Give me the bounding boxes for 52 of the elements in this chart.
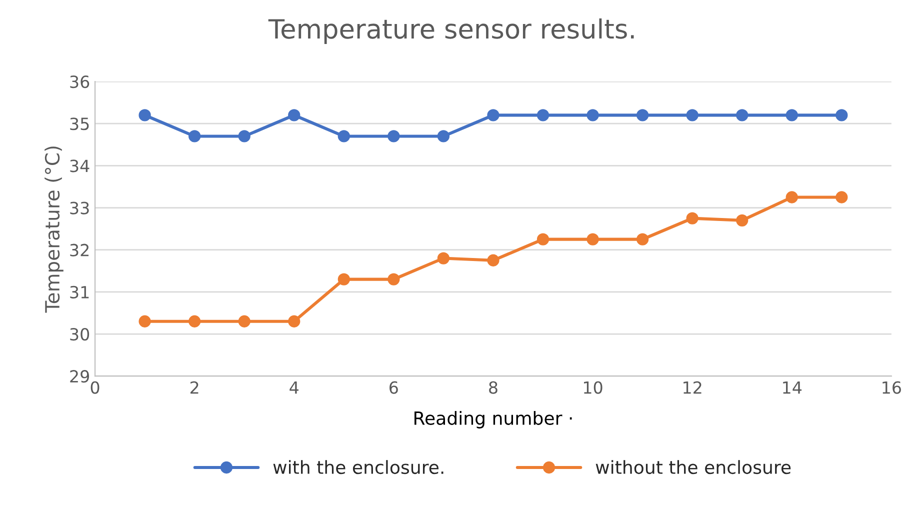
point <box>388 273 400 286</box>
x-tick-label: 4 <box>290 381 298 394</box>
point <box>188 315 201 328</box>
point <box>786 109 798 122</box>
x-tick-label: 0 <box>90 381 100 394</box>
x-tick-label: 8 <box>489 381 498 394</box>
y-axis-title: Temperature (°C) <box>44 146 64 313</box>
point <box>586 233 599 246</box>
point <box>388 130 400 142</box>
point <box>338 273 350 286</box>
point <box>536 233 550 246</box>
point <box>188 130 201 142</box>
point <box>238 130 250 142</box>
point <box>536 109 550 122</box>
x-tick-label: 14 <box>783 381 802 394</box>
y-tick-label: 29 <box>70 370 89 383</box>
point <box>736 109 748 122</box>
point <box>586 109 599 122</box>
point <box>836 191 848 204</box>
point <box>437 130 450 142</box>
x-tick-label: 10 <box>584 381 602 394</box>
x-axis-title: Reading number · <box>414 410 572 428</box>
point <box>786 191 798 204</box>
point <box>238 315 250 328</box>
point <box>736 214 748 226</box>
y-tick-label: 36 <box>70 75 90 88</box>
point <box>487 109 500 122</box>
y-tick-label: 33 <box>70 202 89 214</box>
point <box>437 252 450 264</box>
point <box>288 109 300 122</box>
y-tick-label: 34 <box>70 160 90 172</box>
point <box>636 109 649 122</box>
y-tick-label: 35 <box>70 118 89 130</box>
point <box>686 212 698 224</box>
x-tick-label: 16 <box>882 381 901 394</box>
point <box>636 233 649 246</box>
x-tick-label: 12 <box>684 381 702 394</box>
point <box>487 254 500 266</box>
point <box>836 109 848 122</box>
x-tick-label: 6 <box>390 381 398 394</box>
point <box>138 315 151 328</box>
point <box>288 315 300 328</box>
y-tick-label: 32 <box>70 244 88 256</box>
y-tick-label: 31 <box>70 286 89 298</box>
point <box>138 109 151 122</box>
y-tick-label: 30 <box>70 328 90 341</box>
legend-label: with the enclosure. <box>273 460 444 474</box>
point <box>338 130 350 142</box>
point <box>686 109 698 122</box>
x-tick-label: 2 <box>190 381 198 394</box>
chart-title: Temperature sensor results. <box>268 18 634 44</box>
legend-label: without the enclosure <box>596 460 791 474</box>
